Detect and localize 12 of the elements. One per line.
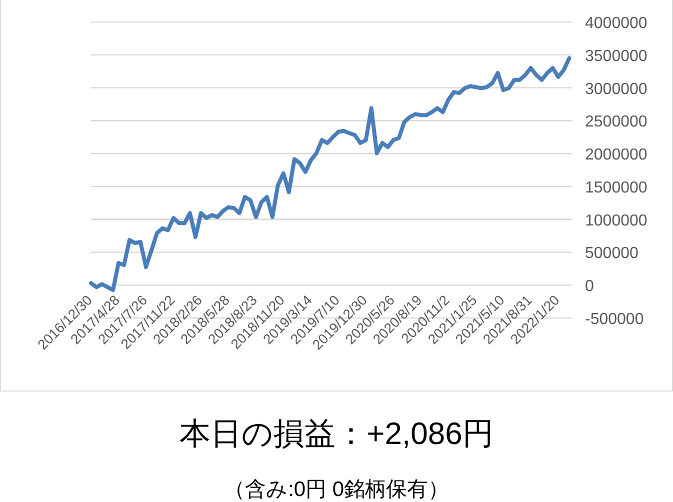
y-tick-label: 4000000: [585, 15, 648, 32]
text: 本日の損益：+2,086円: [180, 416, 494, 451]
text: （含み:0円 0銘柄保有）: [224, 478, 450, 501]
y-tick-label: 2000000: [585, 146, 648, 164]
y-tick-label: 1500000: [585, 179, 648, 196]
y-tick-label: -500000: [585, 311, 644, 328]
y-tick-label: 500000: [585, 245, 638, 262]
y-tick-label: 1000000: [585, 212, 648, 230]
y-tick-label: 0: [585, 278, 594, 296]
y-tick-label: 3000000: [585, 80, 648, 98]
y-tick-label: 2500000: [585, 114, 648, 131]
y-tick-label: 3500000: [585, 48, 648, 65]
